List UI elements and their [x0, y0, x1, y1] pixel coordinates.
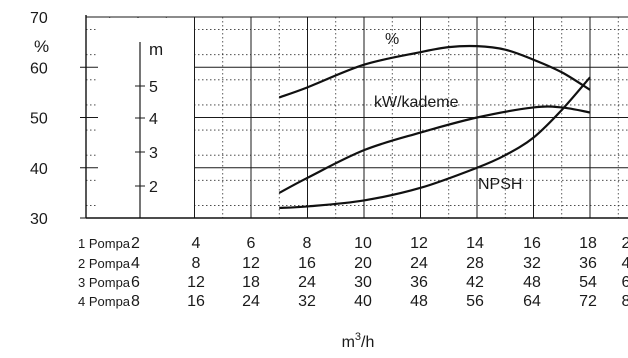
- y-inner-tick-label: 4: [149, 111, 158, 128]
- y-left-tick-label: 30: [30, 211, 48, 228]
- table-cell: 6: [622, 274, 628, 291]
- table-cell: 16: [298, 255, 316, 272]
- table-row-label: 3 Pompa: [78, 275, 131, 290]
- inner-axis-lines: [135, 42, 145, 218]
- series-label-npsh: NPSH: [478, 176, 522, 193]
- table-cell: 2: [622, 235, 628, 252]
- curve-kw-kademe: [278, 105, 591, 194]
- table-cell: 36: [410, 274, 428, 291]
- x-axis-title: m3/h: [342, 331, 375, 351]
- table-cell: 18: [242, 274, 260, 291]
- chart-curves: [278, 44, 591, 210]
- table-cell: 56: [466, 293, 484, 310]
- inner-axis-mask: [98, 18, 194, 218]
- y-left-tick-labels: 30 40 50 60 70: [30, 10, 48, 228]
- table-cell: 4: [131, 255, 140, 272]
- table-cell: 14: [466, 235, 484, 252]
- table-cell: 24: [298, 274, 316, 291]
- table-cell: 54: [579, 274, 597, 291]
- table-cell: 40: [354, 293, 372, 310]
- flow-rate-table: 1 Pompa 2 4 6 8 10 12 14 16 18 22 Pompa 4 8 12 16 20 24 2…: [78, 235, 628, 310]
- table-cell: 30: [354, 274, 372, 291]
- table-cell: 16: [523, 235, 541, 252]
- table-cell: 6: [131, 274, 140, 291]
- table-cell: 28: [466, 255, 484, 272]
- table-cell: 12: [187, 274, 205, 291]
- y-inner-tick-label: 2: [149, 179, 158, 196]
- series-label-percent: %: [385, 31, 399, 48]
- table-cell: 36: [579, 255, 597, 272]
- table-cell: 8: [192, 255, 201, 272]
- table-row-label: 4 Pompa: [78, 294, 131, 309]
- table-cell: 24: [410, 255, 428, 272]
- table-cell: 12: [410, 235, 428, 252]
- chart-axes: [80, 15, 628, 219]
- y-inner-tick-label: 5: [149, 79, 158, 96]
- curve-efficiency-percent: [278, 44, 591, 99]
- table-cell: 24: [242, 293, 260, 310]
- table-cell: 16: [187, 293, 205, 310]
- table-cell: 64: [523, 293, 541, 310]
- table-cell: 48: [410, 293, 428, 310]
- table-cell: 4: [192, 235, 201, 252]
- table-cell: 32: [298, 293, 316, 310]
- table-cell: 2: [131, 235, 140, 252]
- table-cell: 12: [242, 255, 260, 272]
- y-inner-tick-labels: 2 3 4 5: [149, 79, 158, 196]
- table-cell: 18: [579, 235, 597, 252]
- y-left-unit-label: %: [34, 37, 49, 56]
- table-row-label: 1 Pompa: [78, 236, 131, 251]
- y-inner-tick-label: 3: [149, 145, 158, 162]
- table-cell: 32: [523, 255, 541, 272]
- table-row-label: 2 Pompa: [78, 256, 131, 271]
- table-cell: 48: [523, 274, 541, 291]
- table-cell: 42: [466, 274, 484, 291]
- y-left-tick-label: 40: [30, 161, 48, 178]
- y-inner-unit-label: m: [149, 40, 163, 59]
- table-cell: 20: [354, 255, 372, 272]
- table-cell: 8: [131, 293, 140, 310]
- table-cell: 6: [247, 235, 256, 252]
- y-left-tick-label: 70: [30, 10, 48, 27]
- table-cell: 8: [303, 235, 312, 252]
- series-label-kw-kademe: kW/kademe: [374, 94, 459, 111]
- table-cell: 72: [579, 293, 597, 310]
- table-cell: 10: [354, 235, 372, 252]
- curve-npsh: [279, 76, 591, 210]
- table-cell: 8: [622, 293, 628, 310]
- y-left-tick-label: 60: [30, 60, 48, 77]
- y-left-tick-label: 50: [30, 111, 48, 128]
- table-cell: 4: [622, 255, 628, 272]
